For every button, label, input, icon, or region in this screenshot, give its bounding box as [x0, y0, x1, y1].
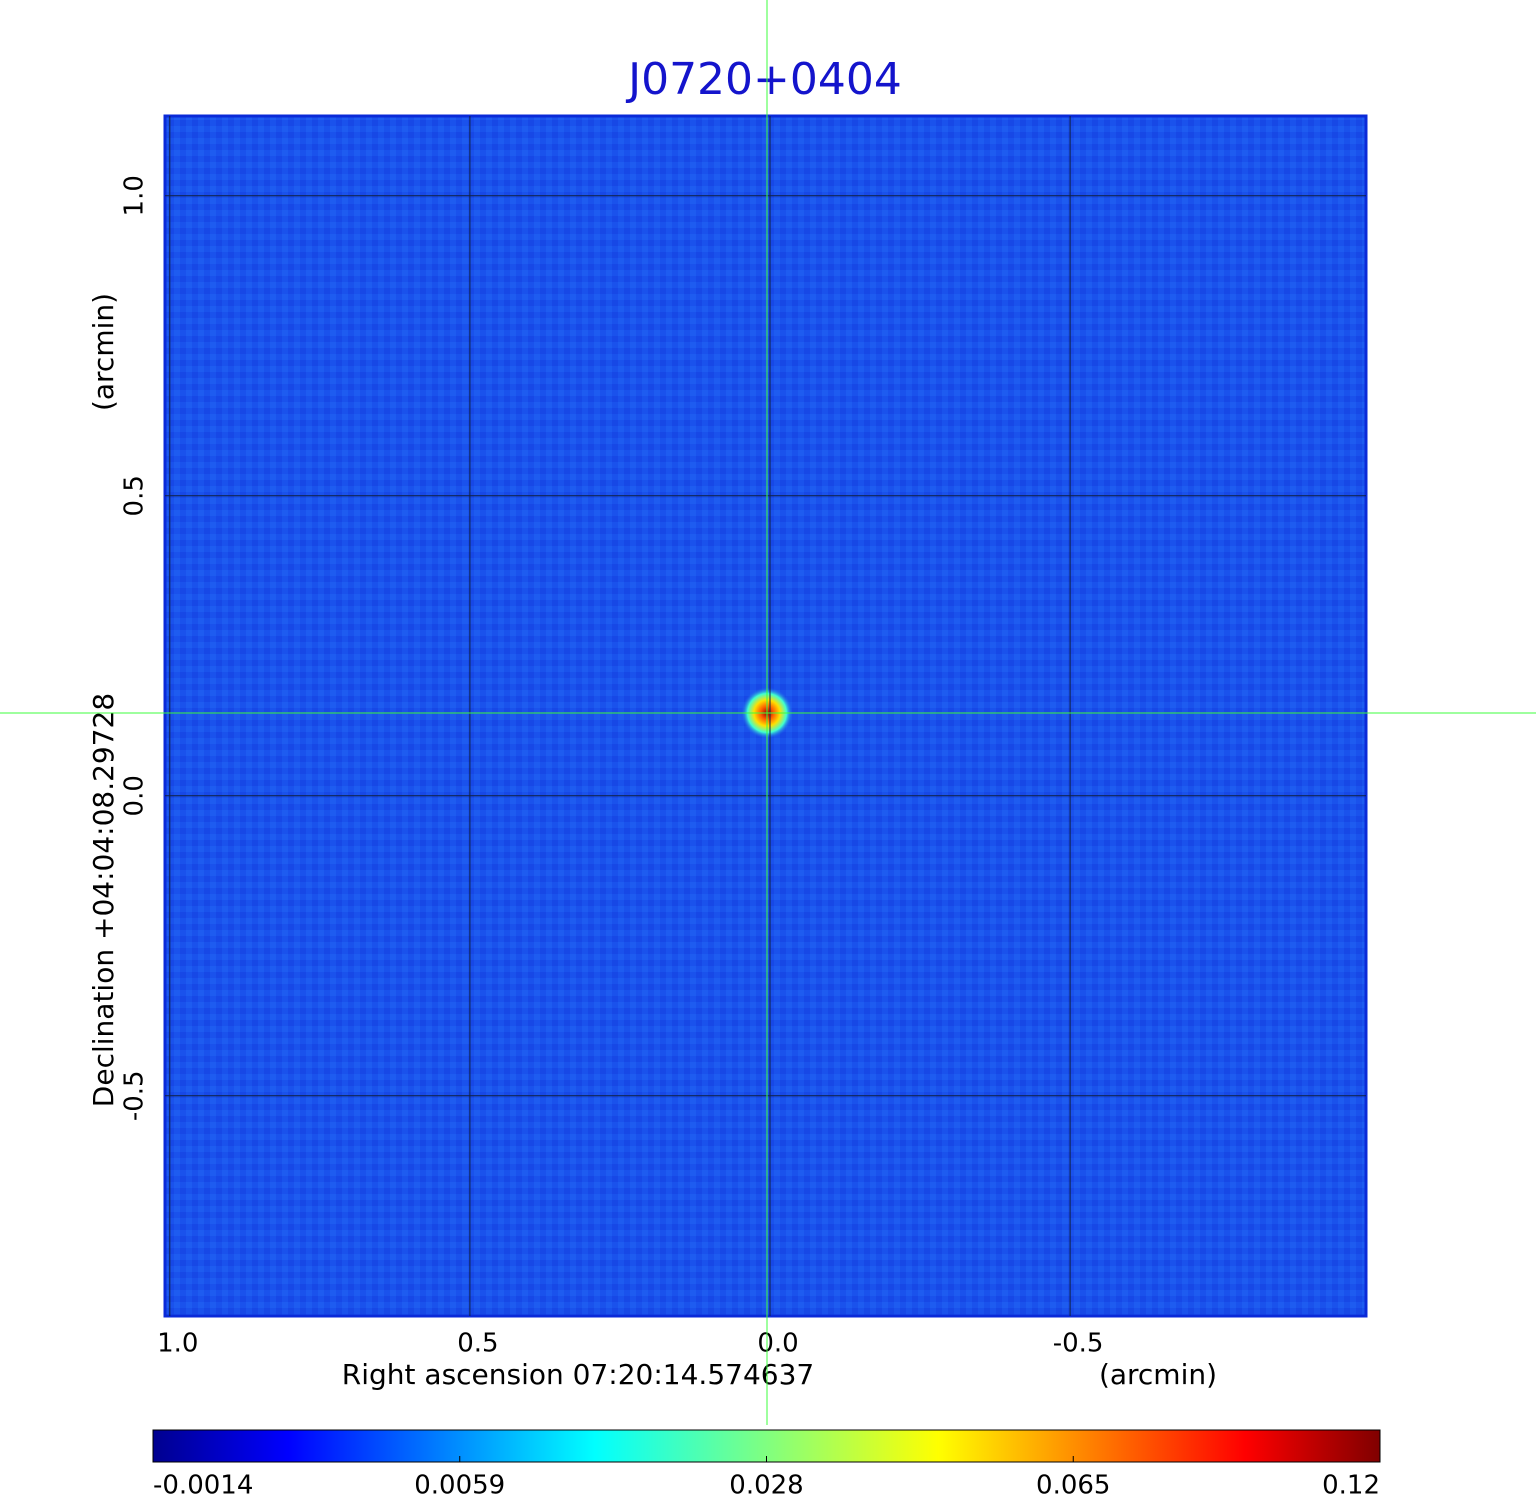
chart-title: J0720+0404: [625, 54, 902, 105]
y-tick-label: -0.5: [120, 1070, 150, 1121]
y-axis-unit: (arcmin): [87, 293, 120, 411]
colorbar-tick-label: 0.12: [1322, 1471, 1380, 1500]
y-tick-label: 0.5: [120, 475, 150, 516]
x-tick-label: 1.0: [157, 1329, 198, 1359]
y-tick-label: 1.0: [120, 175, 150, 216]
colorbar-tick-label: 0.028: [729, 1471, 803, 1500]
x-tick-label: 0.0: [757, 1329, 798, 1359]
colorbar-tick-label: 0.065: [1036, 1471, 1110, 1500]
colorbar-tick-label: -0.0014: [153, 1471, 253, 1500]
x-tick-label: -0.5: [1053, 1329, 1104, 1359]
colorbar-tick-label: 0.0059: [414, 1471, 505, 1500]
y-axis-label: Declination +04:04:08.29728: [87, 693, 120, 1107]
y-tick-label: 0.0: [120, 775, 150, 816]
x-tick-label: 0.5: [457, 1329, 498, 1359]
x-axis-unit: (arcmin): [1099, 1358, 1217, 1391]
x-axis-label: Right ascension 07:20:14.574637: [342, 1358, 814, 1391]
